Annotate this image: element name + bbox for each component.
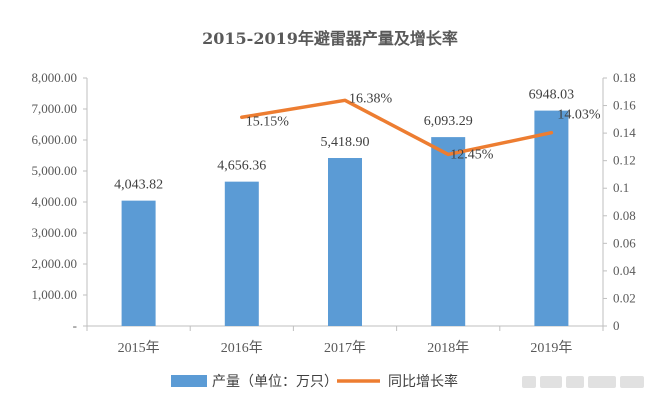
watermark-block: [620, 376, 644, 388]
y-right-tick-label: 0.06: [613, 235, 636, 250]
x-tick-label: 2016年: [221, 340, 263, 356]
line-value-label: 15.15%: [246, 114, 289, 129]
bar: [121, 200, 156, 326]
y-left-tick-label: 1,000.00: [32, 287, 78, 302]
y-right-tick-label: 0.18: [613, 70, 636, 85]
y-right-tick-label: 0: [613, 318, 620, 333]
legend-label-line: 同比增长率: [388, 373, 458, 390]
bar: [431, 137, 466, 326]
line-point: [240, 115, 244, 119]
y-right-tick-label: 0.1: [613, 180, 629, 195]
line-value-label: 14.03%: [557, 108, 601, 123]
y-left-tick-label: 8,000.00: [32, 70, 78, 85]
bar-value-label: 5,418.90: [321, 135, 370, 150]
y-right-tick-label: 0.12: [613, 153, 636, 168]
watermark-block: [522, 376, 536, 388]
x-tick-label: 2015年: [118, 340, 160, 356]
legend-swatch-bar: [171, 375, 207, 387]
bar-value-label: 6,093.29: [424, 114, 473, 129]
y-right-tick-label: 0.16: [613, 98, 636, 113]
watermark-blur: [522, 376, 644, 388]
y-right-tick-label: 0.14: [613, 125, 636, 140]
y-right-tick-label: 0.02: [613, 290, 636, 305]
y-right-tick-label: 0.08: [613, 208, 636, 223]
legend-label-bar: 产量（单位：万只）: [212, 374, 338, 390]
bar: [224, 181, 259, 326]
y-right-tick-label: 0.04: [613, 263, 636, 278]
line-point: [446, 152, 450, 156]
x-tick-label: 2019年: [530, 340, 572, 356]
line-value-label: 16.38%: [349, 91, 393, 106]
bar-value-label: 4,656.36: [217, 159, 266, 174]
line-value-label: 12.45%: [450, 147, 494, 162]
bar-series: 4,043.82 4,656.36 5,418.90 6,093.29 6948.03: [114, 88, 574, 326]
chart-title: 2015-2019年避雷器产量及增长率: [202, 29, 458, 48]
bar: [328, 158, 362, 326]
watermark-block: [566, 376, 584, 388]
line-point: [343, 98, 347, 102]
y-left-tick-label: 3,000.00: [32, 225, 78, 240]
bar-value-label: 4,043.82: [114, 178, 163, 193]
line-point: [549, 131, 553, 135]
watermark-block: [588, 376, 616, 388]
y-left-tick-label: 5,000.00: [32, 163, 78, 178]
x-tick-label: 2018年: [427, 340, 469, 356]
bar-value-label: 6948.03: [529, 88, 575, 103]
y-left-tick-label: 6,000.00: [32, 132, 78, 147]
y-left-tick-label: 4,000.00: [32, 194, 78, 209]
line-series: 15.15% 16.38% 12.45% 14.03%: [240, 91, 601, 162]
bar: [534, 110, 569, 326]
growth-rate-line: [240, 98, 554, 157]
y-left-tick-label: 2,000.00: [32, 256, 78, 271]
axes: - 1,000.00 2,000.00 3,000.00 4,000.00 5,000.0…: [32, 70, 637, 356]
y-left-tick-label: -: [73, 318, 77, 333]
x-tick-label: 2017年: [324, 340, 366, 356]
legend: 产量（单位：万只） 同比增长率: [171, 373, 458, 390]
watermark-block: [540, 376, 562, 388]
y-left-tick-label: 7,000.00: [32, 101, 78, 116]
